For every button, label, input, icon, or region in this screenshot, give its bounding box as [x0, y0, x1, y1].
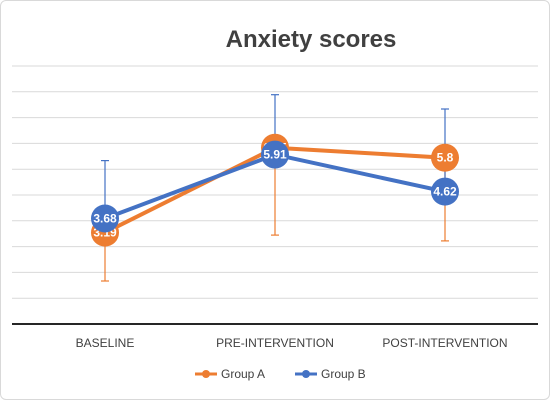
data-point [431, 143, 459, 172]
x-tick-labels: BASELINE PRE-INTERVENTION POST-INTERVENTIO… [76, 336, 508, 350]
data-label: 5.8 [437, 151, 454, 165]
error-bars [101, 94, 449, 282]
data-point [91, 204, 119, 233]
legend-swatch-marker [202, 370, 210, 378]
legend-label: Group B [321, 367, 366, 381]
x-tick-label: POST-INTERVENTION [382, 336, 507, 350]
data-label: 5.91 [263, 148, 287, 162]
chart-title: Anxiety scores [226, 26, 397, 53]
x-tick-label: BASELINE [76, 336, 135, 350]
legend-label: Group A [221, 367, 265, 381]
data-label: 4.62 [433, 185, 457, 199]
series-markers: 3.196.155.83.685.914.62 [91, 133, 459, 247]
data-label: 3.68 [93, 212, 117, 226]
legend-swatch-marker [302, 370, 310, 378]
legend: Group A Group B [195, 367, 366, 381]
data-point [261, 140, 289, 169]
data-point [431, 177, 459, 206]
x-tick-label: PRE-INTERVENTION [216, 336, 334, 350]
